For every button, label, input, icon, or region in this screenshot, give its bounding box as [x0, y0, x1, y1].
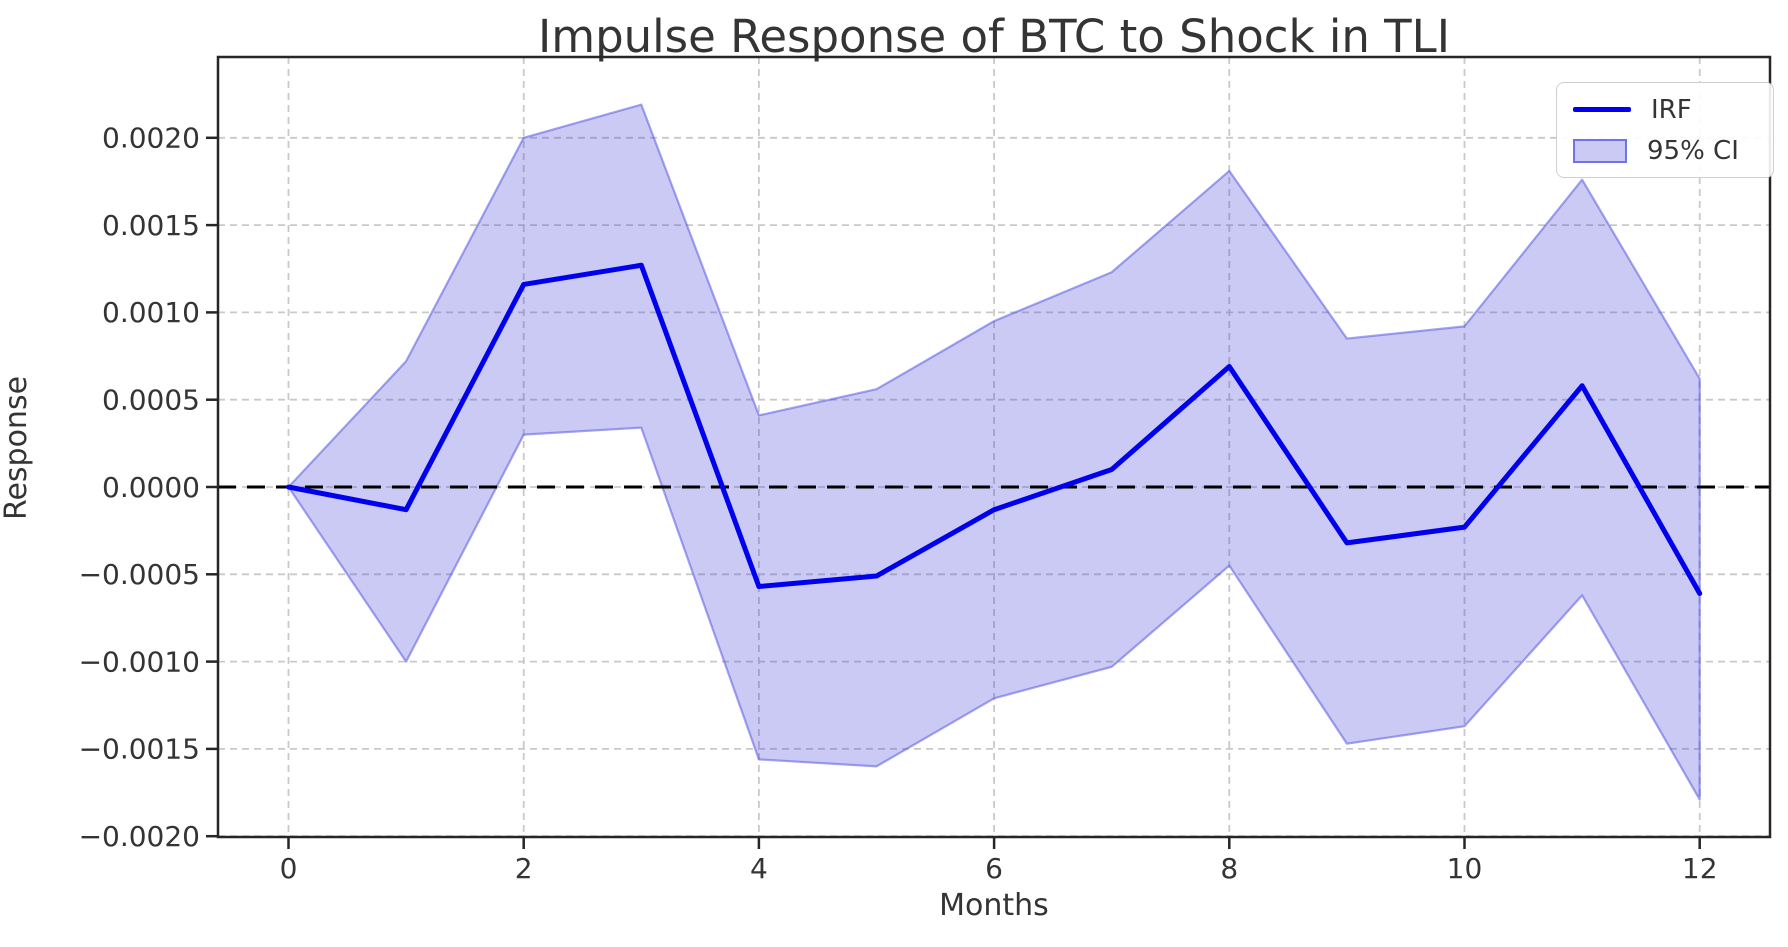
y-tick-label-0.0010: 0.0010	[102, 296, 200, 329]
y-tick-label-−0.0020: −0.0020	[79, 820, 200, 853]
chart-title: Impulse Response of BTC to Shock in TLI	[537, 10, 1451, 63]
x-tick-label-12: 12	[1682, 852, 1718, 885]
legend-item-irf: IRF	[1573, 95, 1757, 125]
x-tick-label-8: 8	[1220, 852, 1238, 885]
irf-line-swatch	[1573, 107, 1631, 112]
y-tick-label-−0.0010: −0.0010	[79, 645, 200, 678]
ci-band	[287, 103, 1701, 801]
legend-label-ci: 95% CI	[1647, 135, 1739, 166]
x-tick-label-0: 0	[280, 852, 298, 885]
y-tick-label-0.0015: 0.0015	[102, 209, 200, 242]
y-tick-label-0.0005: 0.0005	[102, 384, 200, 417]
legend: IRF 95% CI	[1556, 82, 1774, 178]
irf-line	[286, 262, 1703, 597]
ci-band-swatch	[1573, 138, 1627, 163]
y-tick-label-0.0000: 0.0000	[102, 471, 200, 504]
legend-item-ci: 95% CI	[1573, 136, 1757, 166]
y-tick-label-−0.0015: −0.0015	[79, 733, 200, 766]
x-axis-label: Months	[939, 888, 1049, 923]
x-tick-label-6: 6	[985, 852, 1003, 885]
x-tick-label-2: 2	[515, 852, 533, 885]
y-tick-label-−0.0005: −0.0005	[79, 558, 200, 591]
legend-label-irf: IRF	[1651, 94, 1692, 125]
y-tick-label-0.0020: 0.0020	[102, 122, 200, 155]
x-tick-label-4: 4	[750, 852, 768, 885]
x-tick-label-10: 10	[1447, 852, 1483, 885]
